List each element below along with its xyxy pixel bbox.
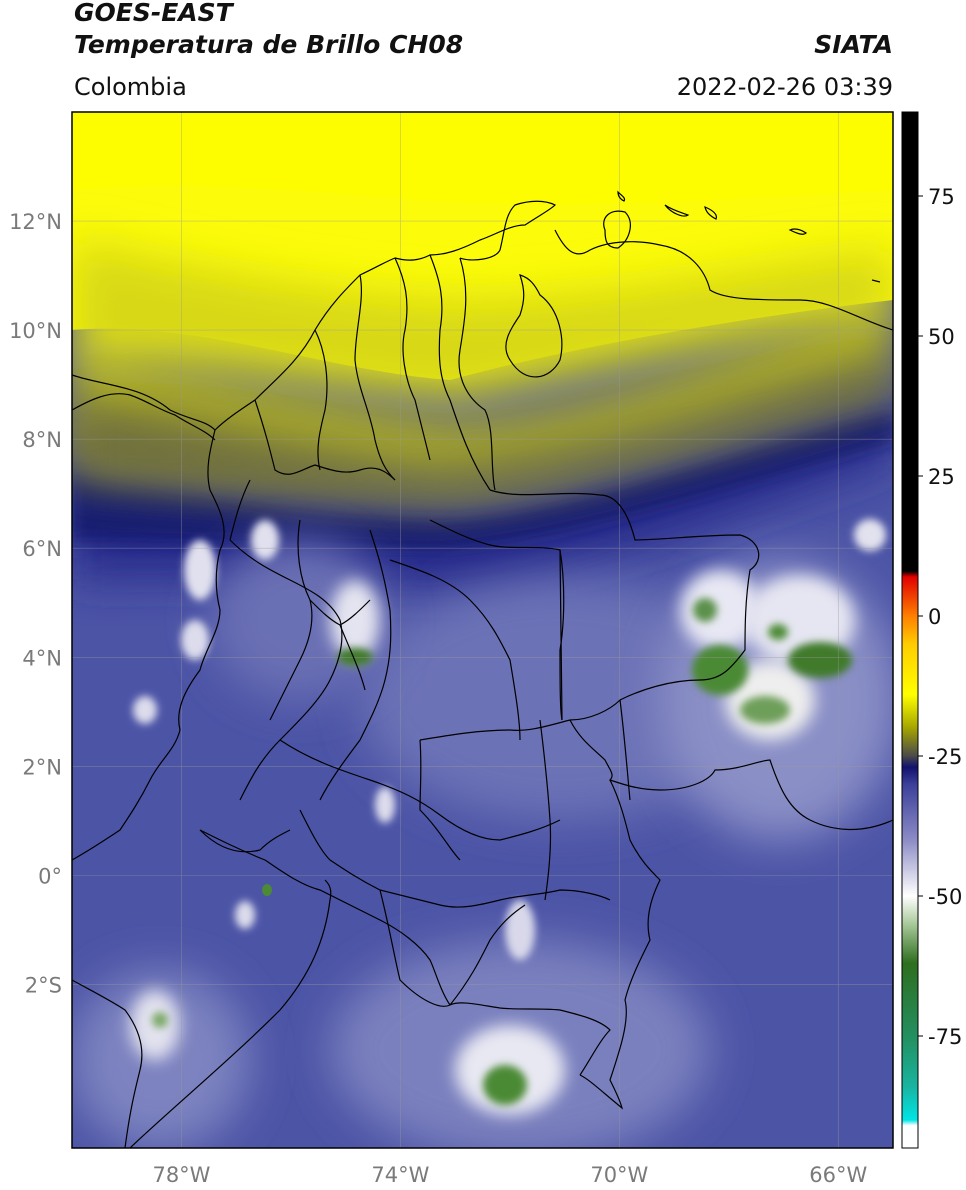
lon-tick-label: 70°W bbox=[590, 1163, 648, 1187]
satellite-title: GOES-EAST bbox=[74, 0, 233, 27]
colorbar-ticks: 75 50 25 0 -25 -50 -75 bbox=[918, 185, 962, 1049]
brightness-temperature-field bbox=[72, 112, 893, 1148]
longitude-tick-labels: 78°W 74°W 70°W 66°W bbox=[152, 1163, 867, 1187]
map-frame bbox=[71, 111, 894, 1149]
colorbar-gradient bbox=[901, 111, 919, 1149]
lat-tick-label: 12°N bbox=[9, 210, 62, 234]
colorbar: 75 50 25 0 -25 -50 -75 bbox=[901, 111, 962, 1149]
lat-tick-label: 10°N bbox=[9, 319, 62, 343]
colorbar-tick-label: 50 bbox=[928, 325, 955, 349]
region-label: Colombia bbox=[74, 73, 187, 101]
lon-tick-label: 74°W bbox=[371, 1163, 429, 1187]
lat-tick-label: 2°S bbox=[25, 973, 62, 997]
organization-label: SIATA bbox=[814, 30, 893, 59]
lat-tick-label: 4°N bbox=[22, 646, 62, 670]
lon-tick-label: 66°W bbox=[809, 1163, 867, 1187]
colorbar-tick-label: 25 bbox=[928, 465, 955, 489]
timestamp-label: 2022-02-26 03:39 bbox=[676, 73, 893, 101]
lat-tick-label: 0° bbox=[38, 864, 62, 888]
map-gridlines bbox=[72, 112, 893, 1148]
latitude-tick-labels: 12°N 10°N 8°N 6°N 4°N 2°N 0° 2°S bbox=[9, 210, 62, 997]
coastlines-borders bbox=[72, 190, 893, 1148]
colorbar-tick-label: -25 bbox=[928, 745, 962, 769]
colorbar-tick-label: 0 bbox=[928, 605, 941, 629]
colorbar-tick-label: -50 bbox=[928, 885, 962, 909]
lat-tick-label: 8°N bbox=[22, 428, 62, 452]
product-title: Temperatura de Brillo CH08 bbox=[74, 30, 464, 59]
colorbar-tick-label: -75 bbox=[928, 1025, 962, 1049]
lat-tick-label: 6°N bbox=[22, 537, 62, 561]
colorbar-tick-label: 75 bbox=[928, 185, 955, 209]
lat-tick-label: 2°N bbox=[22, 755, 62, 779]
lon-tick-label: 78°W bbox=[152, 1163, 210, 1187]
